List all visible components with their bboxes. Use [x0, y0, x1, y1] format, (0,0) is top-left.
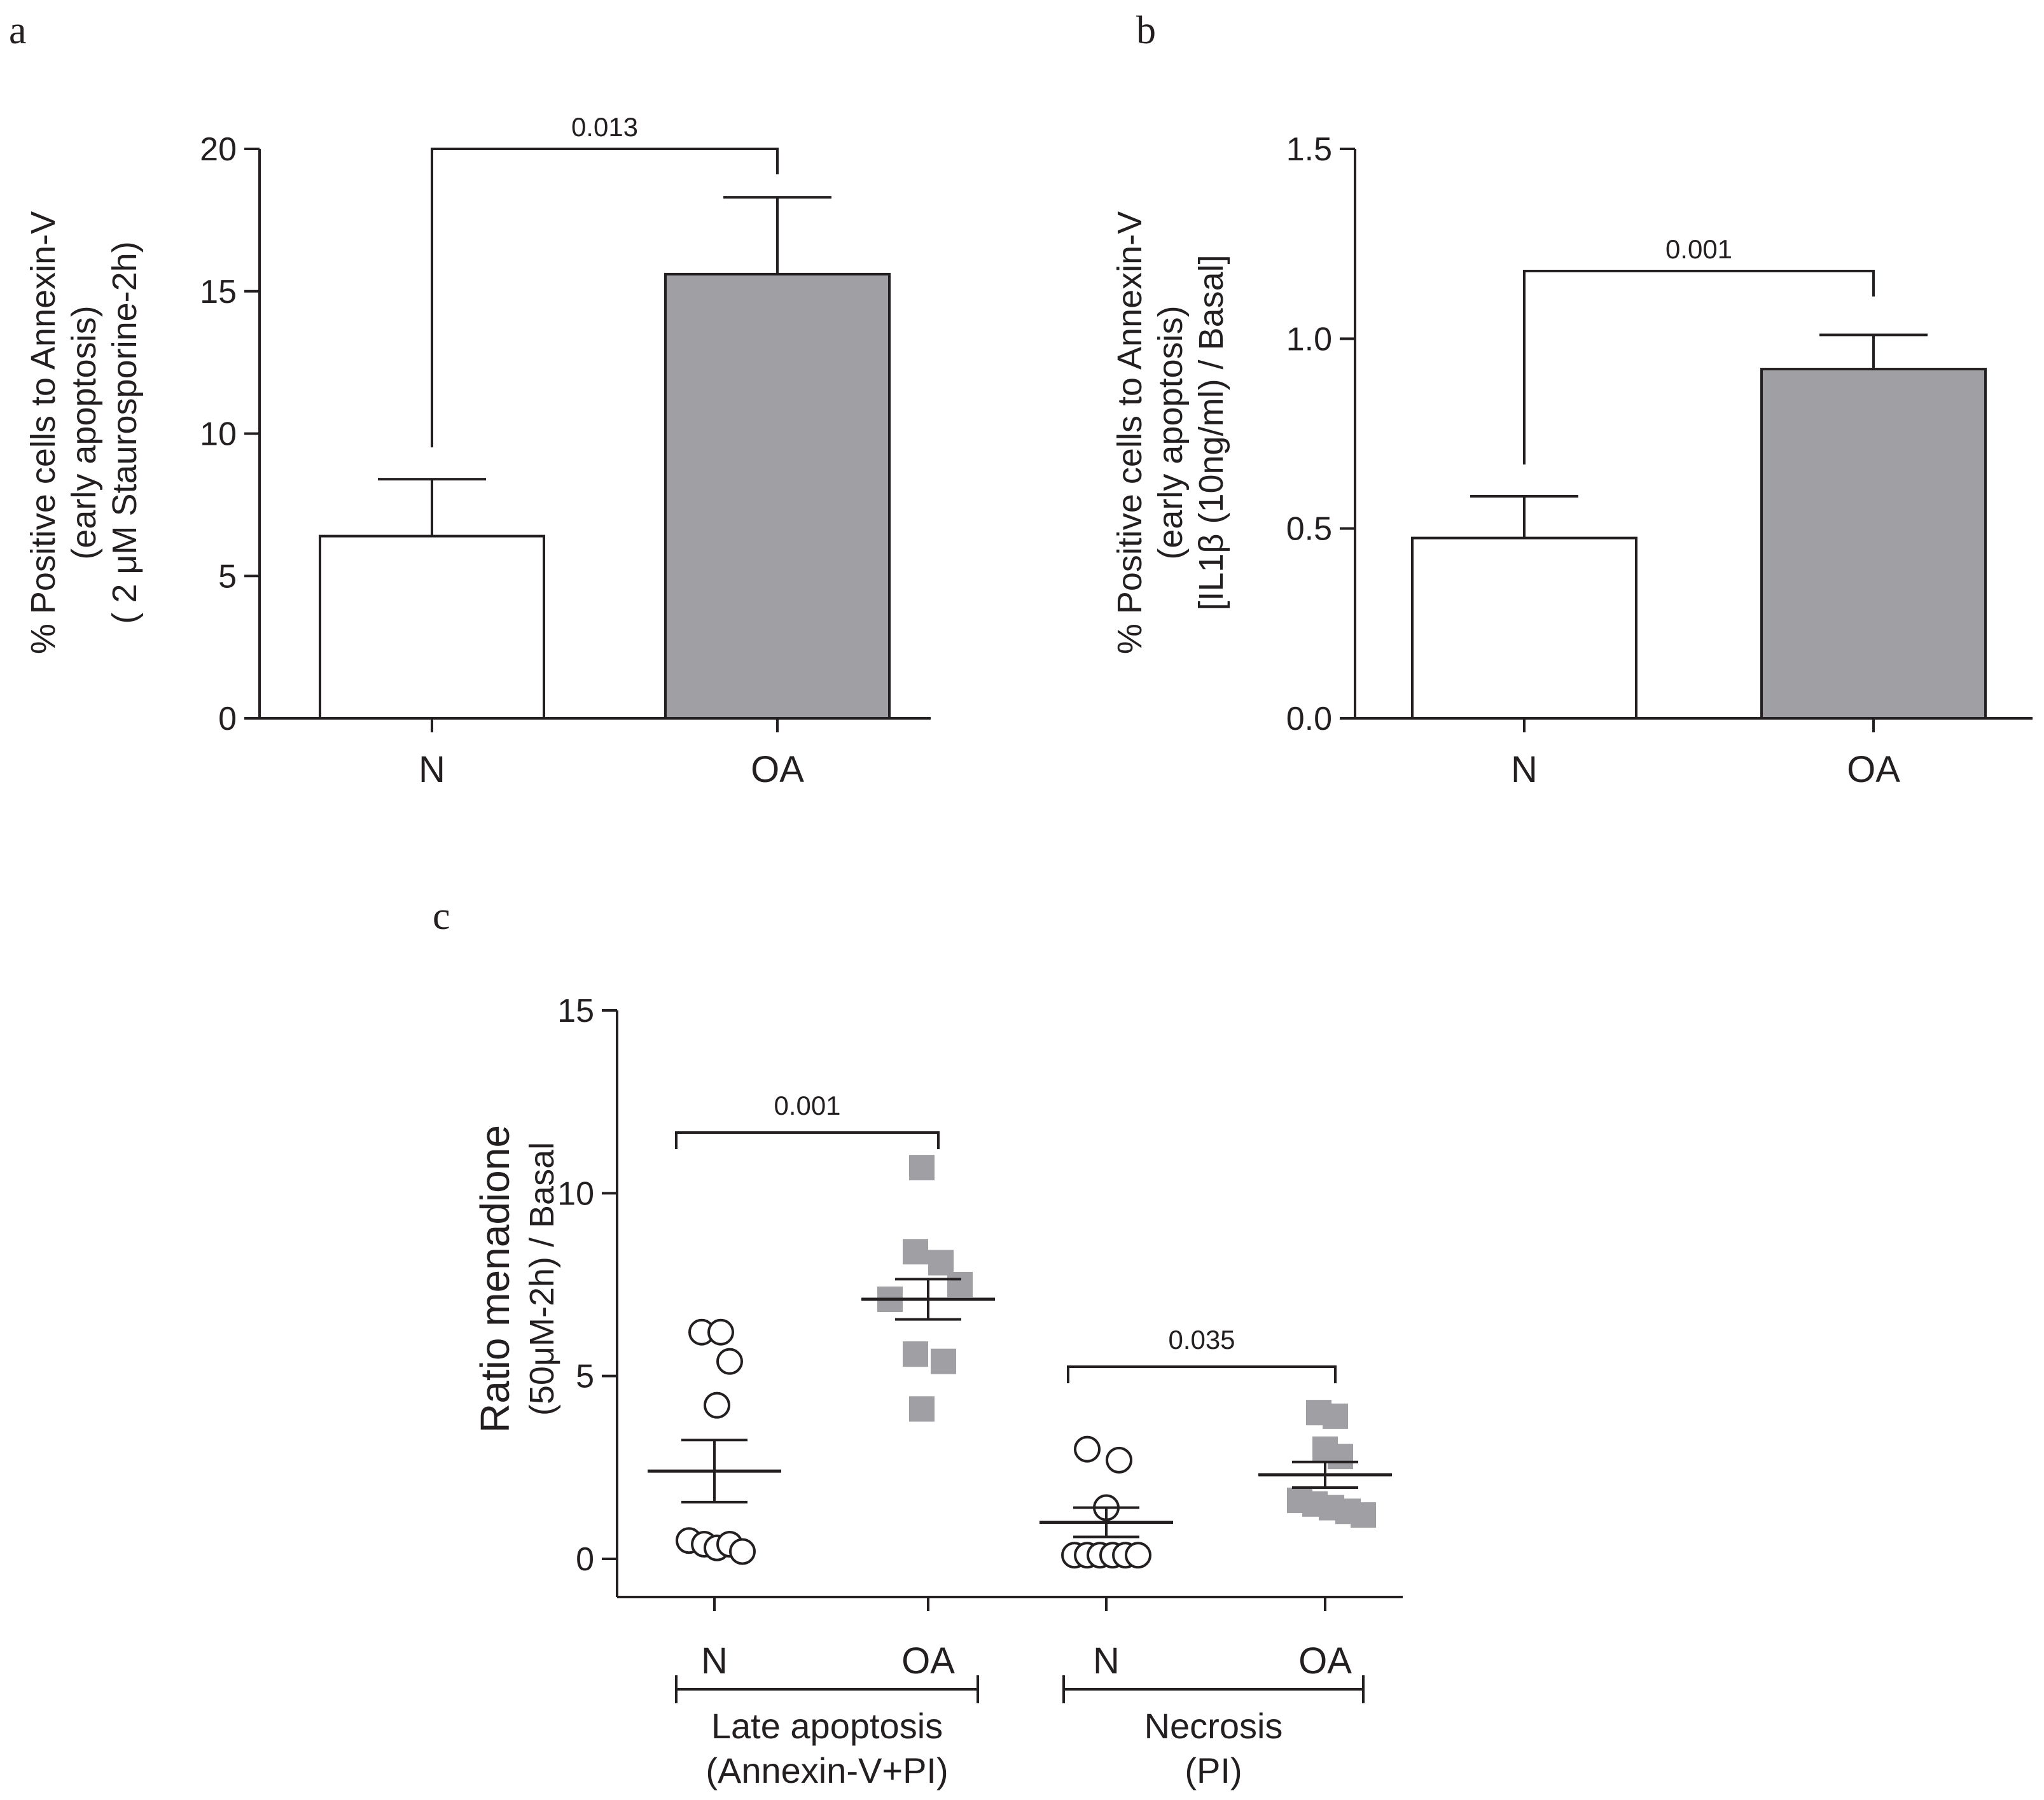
x-tick-label: N — [1093, 1640, 1120, 1682]
bar-n — [319, 534, 545, 720]
y-tick-label: 5 — [576, 1358, 594, 1395]
y-axis-label: Ratio menadione — [472, 1125, 518, 1433]
y-tick-label: 15 — [557, 993, 594, 1029]
chart-panel-c: 0 5 10 15 N OA N OA 0.001 0.035 Late apoptosis(Ann… — [472, 993, 1403, 1790]
x-tick-label: N — [1511, 749, 1538, 790]
x-tick-label: OA — [1298, 1640, 1352, 1682]
group-label: Necrosis — [1144, 1706, 1283, 1746]
y-tick-label: 10 — [557, 1175, 594, 1212]
data-point — [909, 1396, 935, 1422]
x-tick-label: N — [701, 1640, 728, 1682]
p-value-label: 0.001 — [1665, 234, 1732, 264]
bar-oa — [664, 272, 891, 720]
p-value-label: 0.013 — [571, 112, 638, 142]
panel-letter-b: b — [1136, 9, 1156, 52]
data-point — [716, 1348, 743, 1375]
y-tick-label: 0.5 — [1286, 511, 1332, 548]
data-point — [1328, 1444, 1353, 1470]
panel-letter-c: c — [433, 895, 450, 938]
significance-bracket — [675, 1131, 940, 1149]
group-label: (Annexin-V+PI) — [706, 1750, 948, 1790]
y-axis-label: ( 2 μM Staurosporine-2h) — [106, 241, 144, 624]
x-tick-label: OA — [751, 749, 804, 790]
data-point — [1323, 1403, 1348, 1429]
significance-bracket — [1523, 270, 1875, 464]
y-axis-label: (early apoptosis) — [65, 305, 103, 559]
y-axis-label: % Positive cells to Annexin-V — [24, 211, 62, 654]
p-value-label: 0.001 — [774, 1091, 840, 1120]
y-axis-label: [IL1β (10ng/ml) / Basal] — [1192, 255, 1230, 610]
bar-n — [1411, 536, 1637, 720]
bar-oa — [1760, 368, 1987, 720]
p-value-label: 0.035 — [1168, 1325, 1235, 1355]
group-bracket — [1062, 1675, 1365, 1703]
group-label: (PI) — [1185, 1750, 1242, 1790]
y-tick-label: 15 — [200, 274, 237, 310]
y-tick-label: 10 — [200, 416, 237, 453]
data-point — [704, 1392, 730, 1419]
y-axis-label: (early apoptosis) — [1151, 305, 1190, 559]
data-point — [1106, 1446, 1132, 1474]
data-point — [909, 1155, 935, 1181]
y-tick-label: 5 — [218, 558, 237, 595]
panel-letter-a: a — [9, 9, 27, 52]
data-point — [1074, 1435, 1101, 1463]
significance-bracket — [431, 148, 779, 448]
y-tick-label: 1.5 — [1286, 131, 1332, 168]
data-point — [947, 1272, 973, 1297]
y-tick-label: 0 — [576, 1541, 594, 1578]
group-label: Late apoptosis — [711, 1706, 943, 1746]
y-tick-label: 1.0 — [1286, 321, 1332, 358]
y-tick-label: 20 — [200, 131, 237, 168]
data-point — [1351, 1502, 1376, 1528]
x-tick-label: N — [419, 749, 445, 790]
data-point — [729, 1538, 756, 1565]
data-point — [903, 1341, 928, 1367]
data-point — [931, 1348, 956, 1374]
data-point — [1125, 1542, 1151, 1569]
y-axis-label: % Positive cells to Annexin-V — [1111, 211, 1149, 654]
data-point — [928, 1250, 954, 1276]
x-tick-label: OA — [901, 1640, 955, 1682]
chart-panel-b: 0.0 0.5 1.0 1.5 N OA 0.001 % Positive cells to … — [1111, 131, 2033, 790]
y-tick-label: 0 — [218, 701, 237, 737]
x-tick-label: OA — [1847, 749, 1900, 790]
data-point — [707, 1318, 734, 1346]
group-bracket — [675, 1675, 979, 1703]
significance-bracket — [1067, 1365, 1337, 1383]
chart-panel-a: 0 5 10 15 20 N OA 0.013 % Positive cells to Anne… — [24, 112, 931, 790]
y-tick-label: 0.0 — [1286, 701, 1332, 737]
data-point — [903, 1239, 928, 1265]
y-axis-label: (50μM-2h) / Basal — [523, 1142, 561, 1416]
